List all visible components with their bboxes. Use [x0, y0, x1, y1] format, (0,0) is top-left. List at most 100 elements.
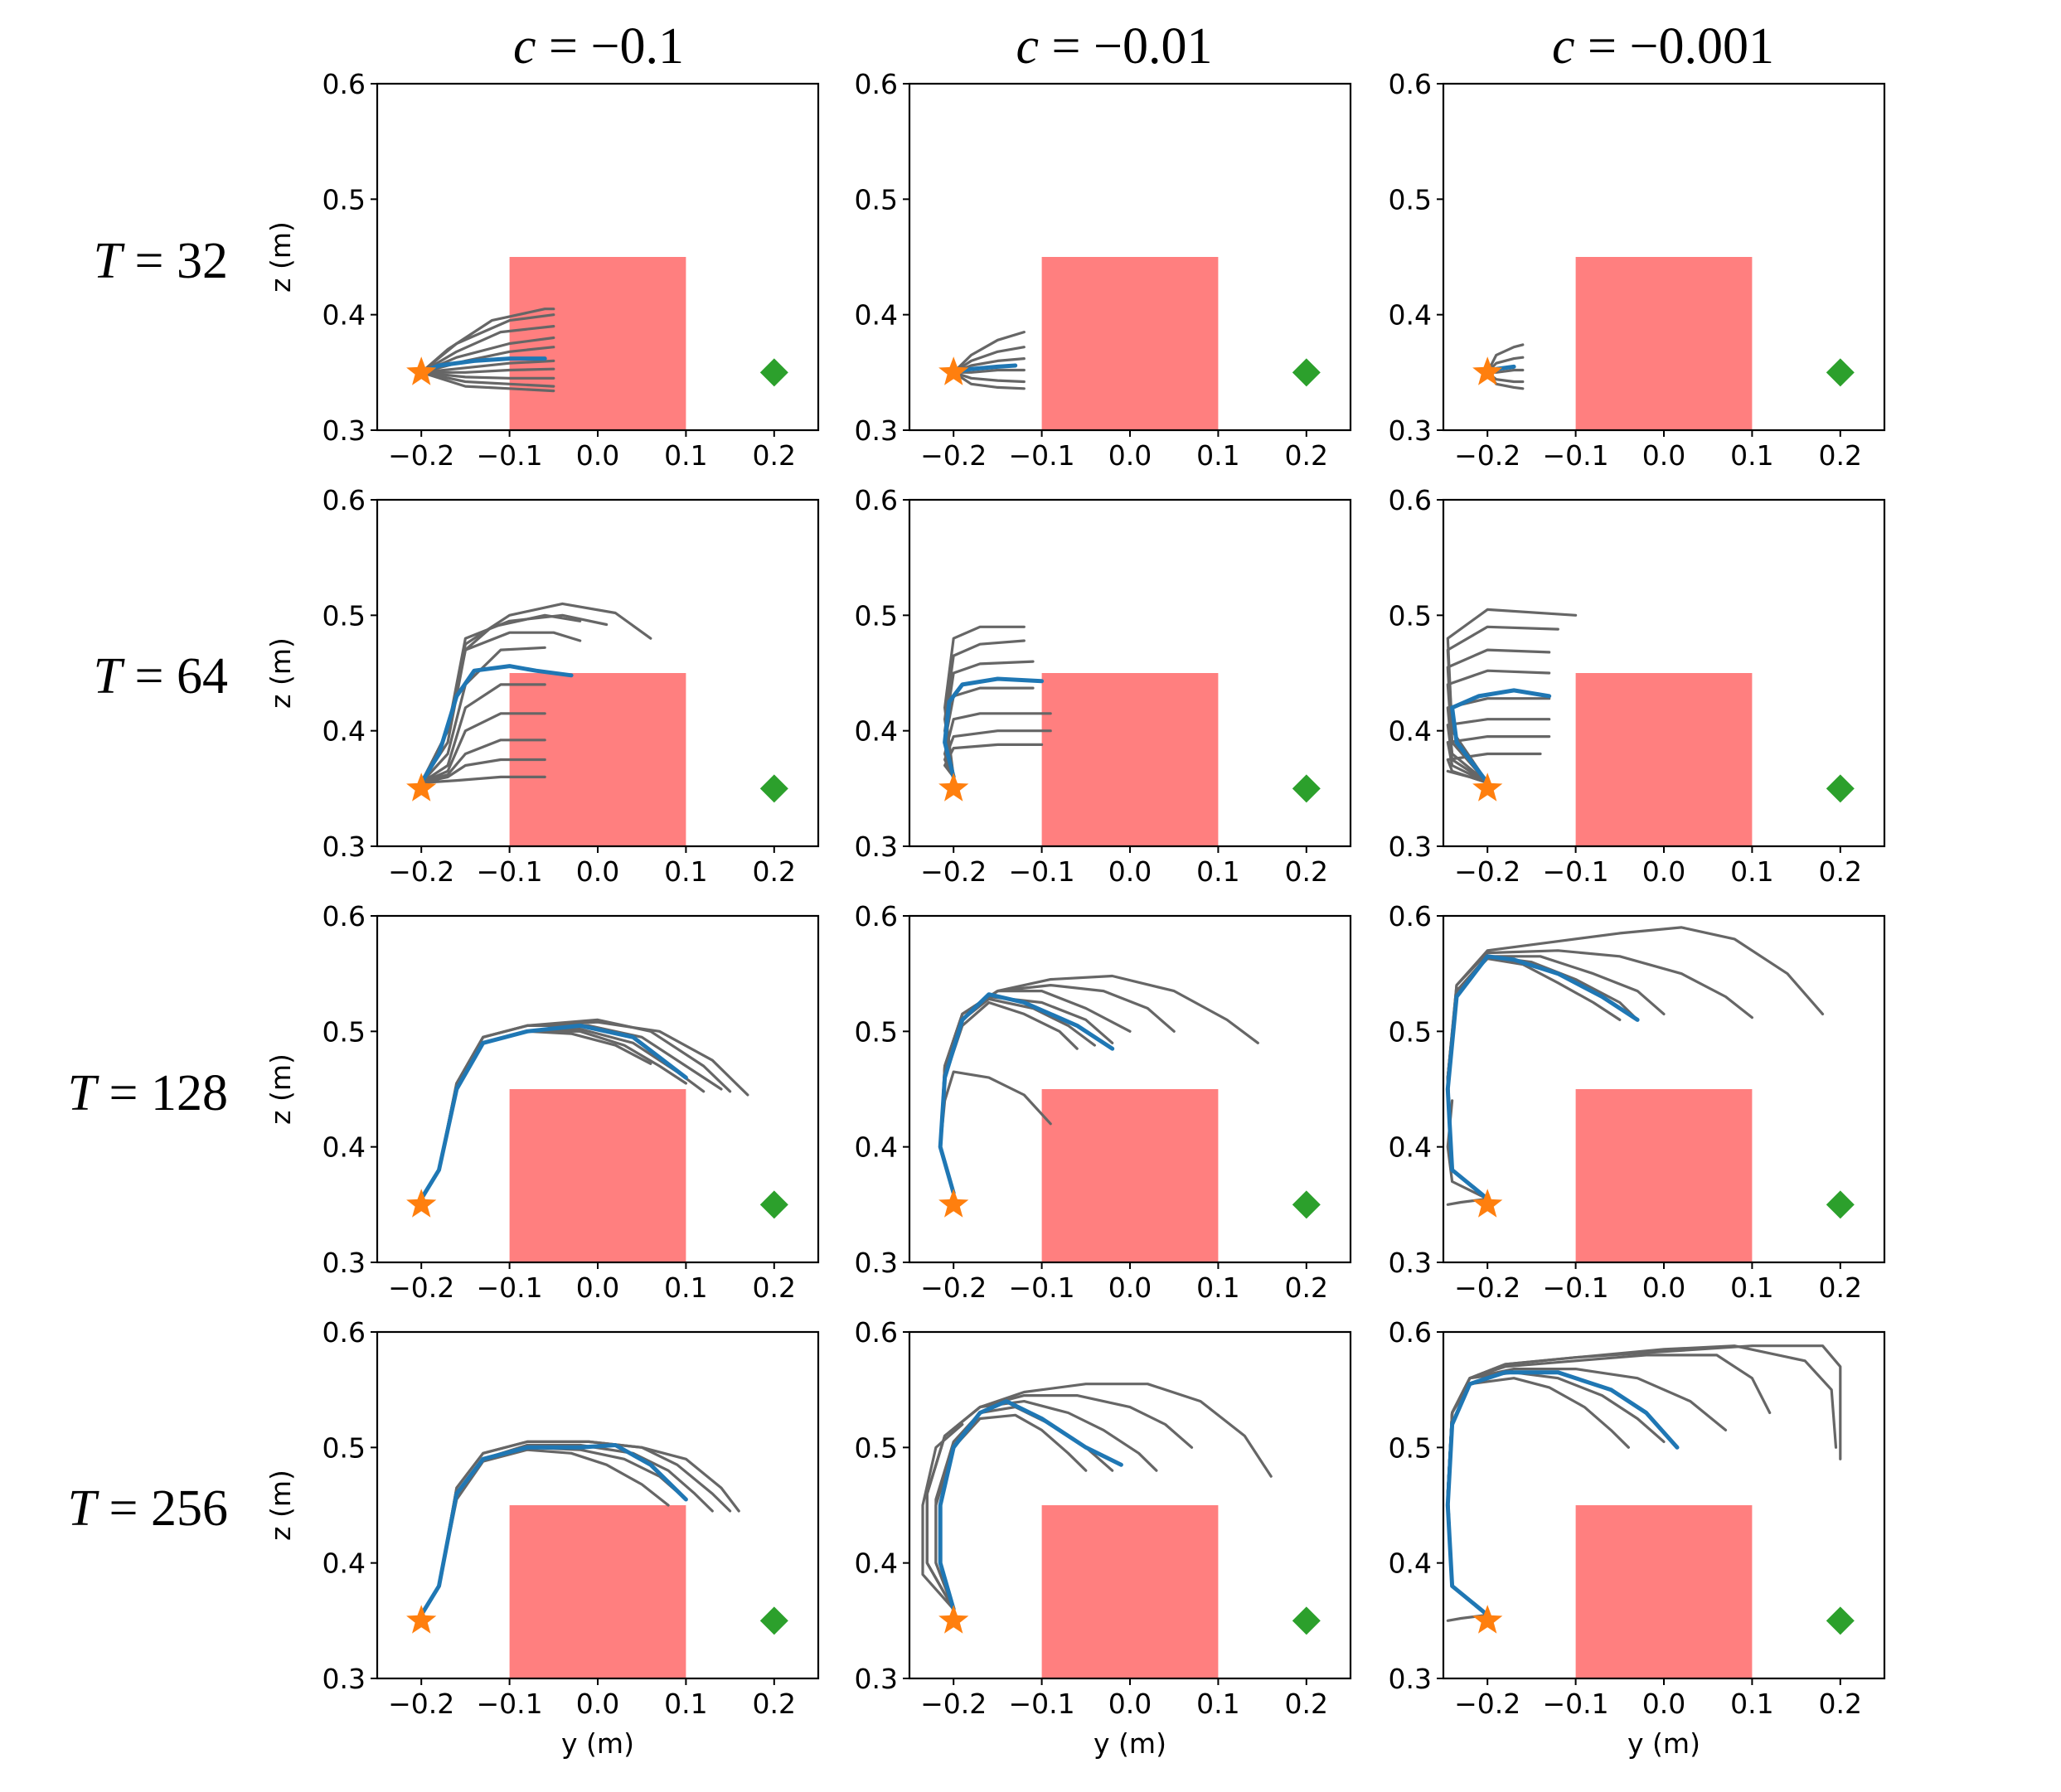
x-tick-label: 0.2	[753, 439, 796, 472]
panel-r2-c2: −0.2 −0.1 0.0 0.1 0.2 0.3 0.4 0.5 0.6	[855, 484, 1352, 888]
x-axis-label: y (m)	[1627, 1727, 1700, 1760]
x-tick-label: 0.0	[576, 855, 619, 888]
sample-trajectory	[419, 739, 546, 784]
y-tick-label: 0.6	[1389, 900, 1432, 932]
start-marker	[1472, 1605, 1503, 1634]
y-tick-label: 0.4	[322, 1131, 366, 1164]
x-tick-label: 0.1	[664, 439, 707, 472]
x-tick-label: 0.0	[1108, 855, 1152, 888]
y-tick-label: 0.4	[322, 1547, 366, 1580]
x-tick-label: 0.2	[753, 1688, 796, 1720]
sample-trajectory	[1446, 718, 1551, 784]
x-tick-label: 0.2	[753, 855, 796, 888]
y-tick-label: 0.4	[1389, 1547, 1432, 1580]
sample-trajectory	[952, 371, 1026, 390]
x-tick-label: −0.2	[388, 1688, 454, 1720]
obstacle-rect	[1041, 1505, 1219, 1678]
row-title-4: T = 256	[68, 1480, 228, 1537]
x-tick-label: 0.0	[1642, 1271, 1685, 1304]
goal-marker	[1826, 1190, 1855, 1219]
y-tick-label: 0.6	[322, 484, 366, 516]
sample-trajectory	[419, 313, 555, 374]
panel-r4-c1: −0.2 −0.1 0.0 0.1 0.2 0.3 0.4 0.5 0.6 z (m) y (m)	[264, 1316, 820, 1760]
x-tick-label: −0.1	[477, 855, 543, 888]
panel-r1-c2: −0.2 −0.1 0.0 0.1 0.2 0.3 0.4 0.5 0.6	[855, 68, 1352, 472]
obstacle-rect	[509, 1505, 686, 1678]
x-tick-label: 0.1	[1196, 855, 1239, 888]
y-tick-label: 0.4	[1389, 715, 1432, 748]
column-title-3: c = −0.001	[1552, 18, 1774, 75]
x-tick-label: 0.0	[1642, 855, 1685, 888]
start-marker	[1472, 356, 1503, 385]
y-tick-label: 0.3	[1389, 1247, 1432, 1279]
y-tick-label: 0.6	[1389, 68, 1432, 100]
obstacle-rect	[1575, 1505, 1753, 1678]
y-tick-label: 0.5	[855, 1431, 898, 1464]
sample-trajectory	[1446, 769, 1489, 784]
start-marker	[938, 1189, 969, 1218]
sample-trajectory	[419, 631, 582, 784]
x-tick-label: −0.2	[1454, 855, 1520, 888]
panel-r3-c1: −0.2 −0.1 0.0 0.1 0.2 0.3 0.4 0.5 0.6 z (m)	[264, 900, 820, 1304]
start-marker	[938, 356, 969, 385]
y-tick-label: 0.5	[322, 1015, 366, 1048]
y-tick-label: 0.3	[1389, 1663, 1432, 1695]
y-tick-label: 0.4	[855, 715, 898, 748]
panel-r3-c3: −0.2 −0.1 0.0 0.1 0.2 0.3 0.4 0.5 0.6	[1389, 900, 1886, 1304]
x-tick-label: 0.2	[1285, 439, 1328, 472]
column-title-1: c = −0.1	[513, 18, 684, 75]
y-tick-label: 0.3	[322, 1663, 366, 1695]
sample-trajectory	[1446, 625, 1559, 784]
sample-trajectory	[419, 359, 555, 374]
x-tick-label: −0.1	[1009, 855, 1075, 888]
obstacle-rect	[509, 257, 686, 430]
sample-trajectory	[1446, 735, 1551, 784]
panel-r2-c1: −0.2 −0.1 0.0 0.1 0.2 0.3 0.4 0.5 0.6 z (m)	[264, 484, 820, 888]
x-tick-label: 0.1	[664, 1688, 707, 1720]
y-tick-label: 0.6	[322, 68, 366, 100]
sample-trajectory	[921, 1422, 964, 1610]
obstacle-rect	[1575, 673, 1753, 846]
sample-trajectory	[938, 1070, 1052, 1194]
y-tick-label: 0.3	[322, 414, 366, 447]
goal-marker	[1292, 1606, 1321, 1635]
x-tick-label: −0.2	[1454, 439, 1520, 472]
sample-trajectory	[419, 712, 546, 784]
mean-trajectory	[419, 1443, 688, 1617]
y-tick-label: 0.5	[855, 183, 898, 216]
x-tick-label: 0.1	[1730, 1688, 1773, 1720]
goal-marker	[759, 1190, 788, 1219]
x-tick-label: 0.2	[1819, 855, 1862, 888]
sample-trajectory	[943, 729, 1052, 778]
x-tick-label: 0.2	[1819, 1271, 1862, 1304]
y-tick-label: 0.5	[322, 1431, 366, 1464]
x-tick-label: 0.1	[1196, 1271, 1239, 1304]
y-tick-label: 0.4	[322, 715, 366, 748]
x-tick-label: −0.2	[388, 855, 454, 888]
panel-r4-c2: −0.2 −0.1 0.0 0.1 0.2 0.3 0.4 0.5 0.6 y (m)	[855, 1316, 1352, 1760]
x-tick-label: −0.1	[477, 439, 543, 472]
x-tick-label: 0.0	[1108, 1688, 1152, 1720]
x-tick-label: −0.1	[1009, 439, 1075, 472]
y-tick-label: 0.3	[855, 1247, 898, 1279]
x-axis-label: y (m)	[1094, 1727, 1166, 1760]
sample-trajectory	[419, 325, 555, 374]
mean-trajectory	[1445, 954, 1640, 1201]
y-tick-label: 0.5	[855, 599, 898, 632]
sample-trajectory	[1446, 669, 1551, 784]
column-title-2: c = −0.01	[1016, 18, 1213, 75]
x-tick-label: 0.1	[1196, 439, 1239, 472]
y-tick-label: 0.4	[1389, 1131, 1432, 1164]
x-tick-label: 0.2	[1819, 439, 1862, 472]
mean-trajectory	[943, 676, 1045, 779]
goal-marker	[1292, 774, 1321, 803]
goal-marker	[1292, 1190, 1321, 1219]
mean-trajectory	[1450, 688, 1552, 785]
obstacle-rect	[1041, 1089, 1219, 1262]
x-tick-label: −0.2	[388, 439, 454, 472]
y-tick-label: 0.4	[855, 1547, 898, 1580]
x-tick-label: −0.1	[1009, 1688, 1075, 1720]
y-axis-label: z (m)	[264, 1053, 297, 1125]
obstacle-rect	[1041, 257, 1219, 430]
